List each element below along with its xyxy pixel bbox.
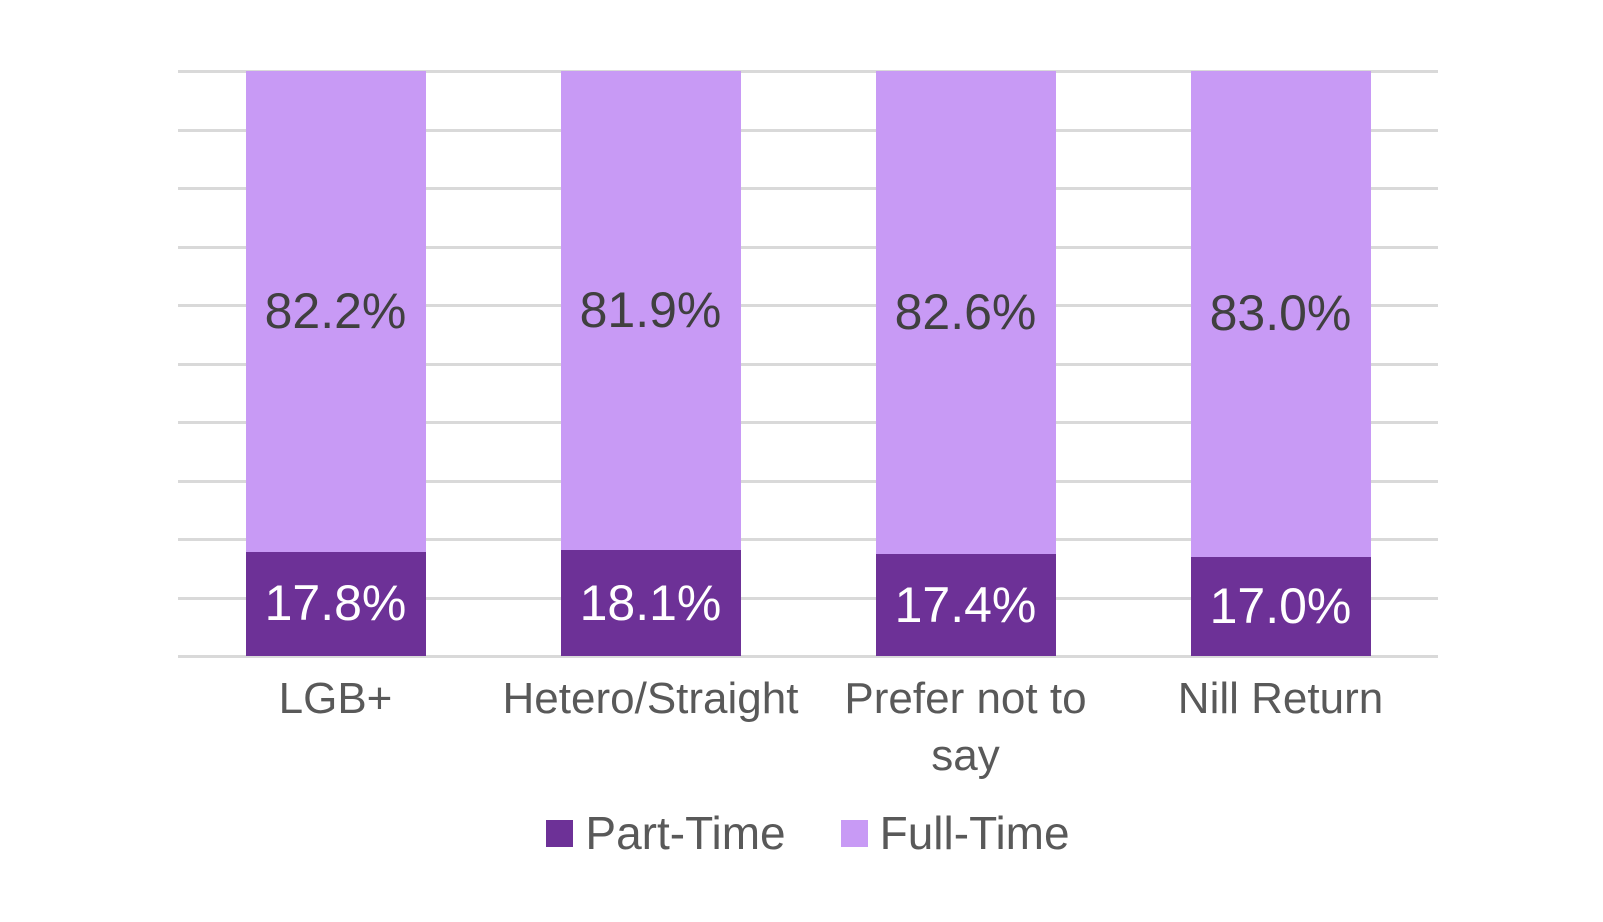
bar-slot-hetero-straight: 81.9% 18.1%	[493, 71, 808, 656]
bar-segment-part-time-prefer-not-to-say: 17.4%	[875, 554, 1056, 656]
x-axis-labels: LGB+ Hetero/Straight Prefer not to say Nill…	[178, 670, 1438, 784]
x-axis-label-prefer-not-to-say: Prefer not to say	[844, 674, 1087, 781]
bar-value-label: 82.2%	[264, 282, 407, 339]
bar-hetero-straight: 81.9% 18.1%	[560, 71, 741, 656]
bar-segment-part-time-nill-return: 17.0%	[1190, 556, 1371, 656]
gridline-0	[178, 655, 1438, 658]
bar-value-label: 18.1%	[579, 574, 722, 631]
gridline-20	[178, 538, 1438, 541]
bar-segment-full-time-hetero-straight: 81.9%	[560, 71, 741, 551]
bars-container: 82.2% 17.8% 81.9% 18.1% 82.6% 17.4% 83.0% 17.0%	[178, 71, 1438, 656]
bar-value-label: 17.0%	[1209, 577, 1352, 634]
gridline-90	[178, 128, 1438, 132]
bar-value-label: 82.6%	[894, 284, 1037, 341]
bar-segment-full-time-prefer-not-to-say: 82.6%	[875, 71, 1056, 555]
legend-swatch-full-time	[840, 819, 868, 847]
bar-slot-lgb: 82.2% 17.8%	[178, 71, 493, 656]
legend-item-part-time: Part-Time	[546, 807, 786, 859]
gridline-100	[178, 70, 1438, 73]
legend: Part-Time Full-Time	[178, 808, 1438, 859]
bar-segment-full-time-lgb: 82.2%	[245, 71, 426, 552]
gridline-80	[178, 187, 1438, 190]
bar-lgb: 82.2% 17.8%	[245, 71, 426, 656]
gridline-10	[178, 596, 1438, 600]
legend-item-full-time: Full-Time	[840, 807, 1070, 859]
gridline-70	[178, 245, 1438, 249]
gridline-30	[178, 479, 1438, 483]
x-axis-label-lgb: LGB+	[278, 674, 393, 723]
bar-value-label: 81.9%	[579, 282, 722, 339]
bar-slot-prefer-not-to-say: 82.6% 17.4%	[808, 71, 1123, 656]
legend-label-full-time: Full-Time	[879, 807, 1070, 859]
gridlines	[178, 70, 1438, 658]
legend-label-part-time: Part-Time	[585, 807, 786, 859]
bar-slot-nill-return: 83.0% 17.0%	[1123, 71, 1438, 656]
bar-segment-full-time-nill-return: 83.0%	[1190, 71, 1371, 557]
bar-segment-part-time-lgb: 17.8%	[245, 551, 426, 656]
gridline-40	[178, 421, 1438, 424]
legend-swatch-part-time	[546, 819, 574, 847]
bar-segment-part-time-hetero-straight: 18.1%	[560, 550, 741, 656]
x-axis-label-nill-return: Nill Return	[1177, 674, 1384, 723]
bar-value-label: 17.8%	[264, 575, 407, 632]
gridline-60	[178, 304, 1438, 307]
plot-area: 82.2% 17.8% 81.9% 18.1% 82.6% 17.4% 83.0% 17.0%	[178, 70, 1438, 658]
bar-value-label: 83.0%	[1209, 285, 1352, 342]
x-axis-label-hetero-straight: Hetero/Straight	[502, 674, 799, 723]
gridline-50	[178, 362, 1438, 366]
bar-nill-return: 83.0% 17.0%	[1190, 71, 1371, 656]
bar-prefer-not-to-say: 82.6% 17.4%	[875, 71, 1056, 656]
bar-value-label: 17.4%	[894, 576, 1037, 633]
